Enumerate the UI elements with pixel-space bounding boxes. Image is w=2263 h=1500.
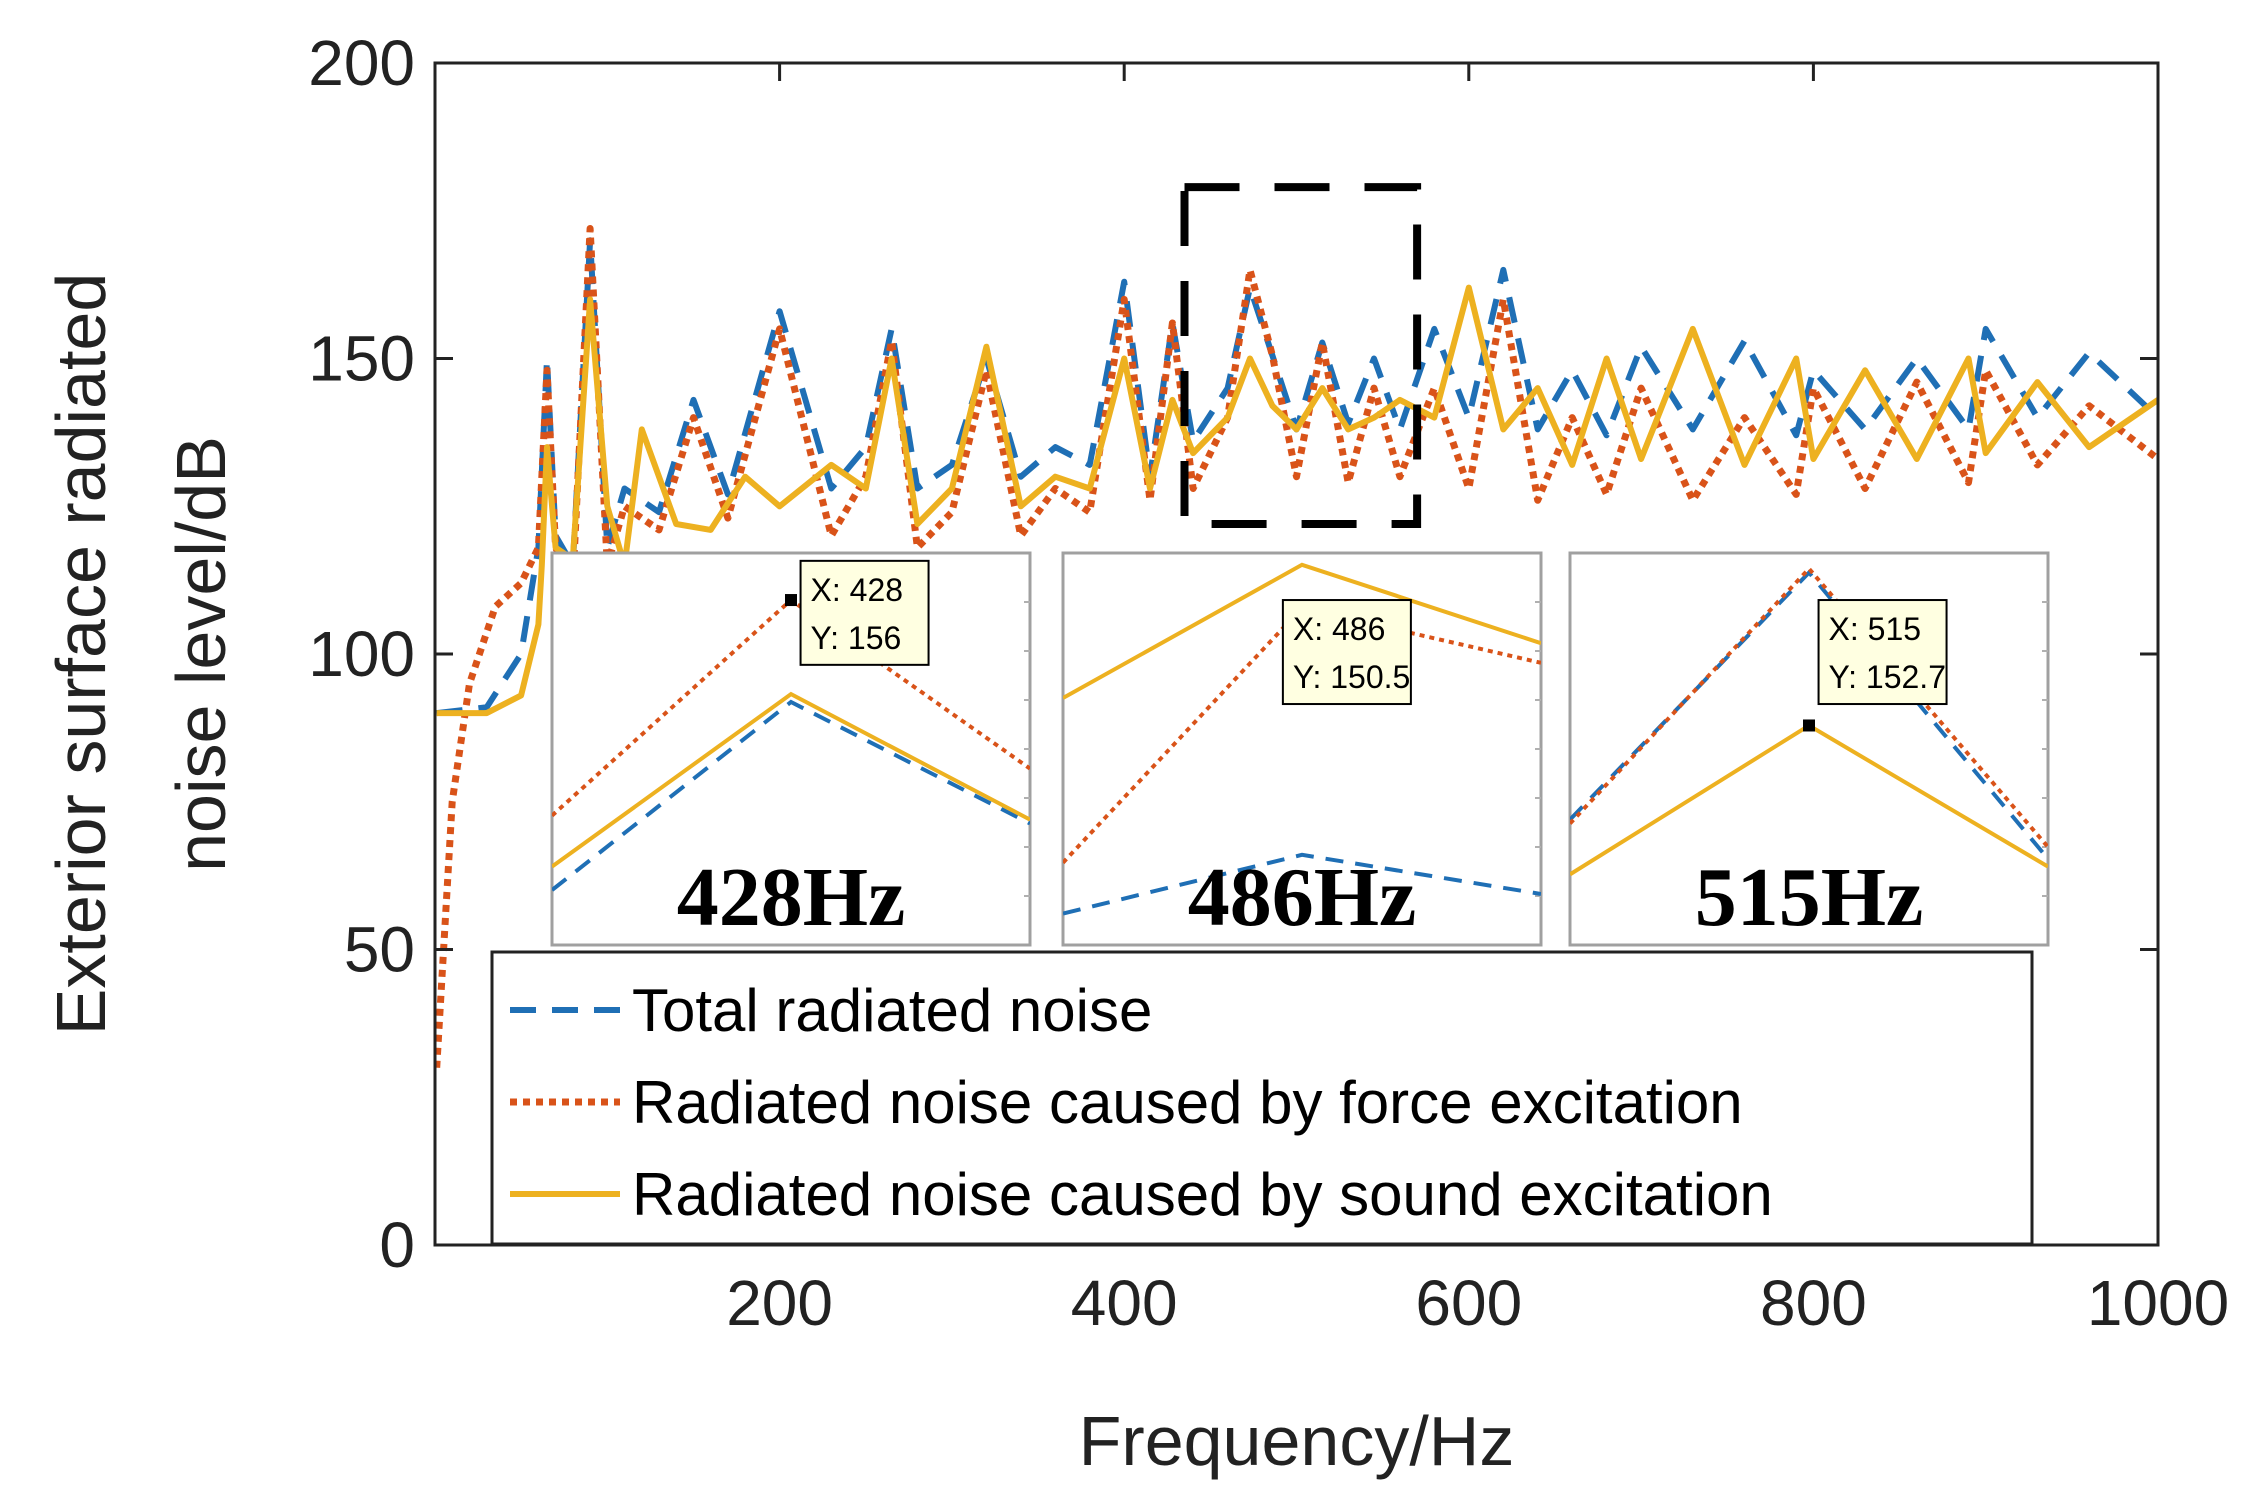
inset-series-total	[1570, 569, 2048, 861]
y-tick-label: 150	[308, 323, 415, 395]
legend-label-3: Radiated noise caused by sound excitatio…	[632, 1161, 1773, 1228]
highlight-box	[1180, 183, 1422, 528]
x-tick-label: 200	[726, 1267, 833, 1339]
insets-layer: X: 428 Y: 156 428Hz X: 486 Y: 150.5 486Hz X: 5…	[550, 551, 2050, 947]
inset-series-sound	[1063, 562, 1541, 700]
datatip-box	[1281, 599, 1412, 706]
datatip-marker	[1803, 719, 1815, 732]
series-line-3	[436, 284, 2158, 717]
y-axis-title-line: Exterior surface radiated	[42, 273, 120, 1036]
inset-frequency-label: 515Hz	[1695, 851, 1924, 944]
datatip-y: Y: 150.5	[1293, 659, 1410, 695]
datatip-x: X: 428	[811, 572, 904, 608]
y-axis-title-line: noise level/dB	[162, 436, 240, 872]
x-tick-label: 600	[1415, 1267, 1522, 1339]
inset-series-sound	[552, 691, 1030, 869]
series-line-1	[436, 237, 2158, 717]
datatip-box	[1817, 599, 1948, 706]
datatip-x: X: 486	[1293, 611, 1386, 647]
series-layer	[435, 225, 2158, 1068]
legend-box	[490, 950, 2034, 1246]
datatip-y: Y: 152.7	[1829, 659, 1946, 695]
y-axis-title: Exterior surface radiated noise level/dB	[42, 273, 240, 1036]
highlight-box-layer	[1180, 183, 1422, 528]
series-line-2	[435, 225, 2158, 1068]
inset-2: X: 486 Y: 150.5 486Hz	[1061, 551, 1543, 947]
inset-frame	[550, 551, 1032, 947]
inset-1: X: 428 Y: 156 428Hz	[550, 551, 1032, 947]
inset-series-total	[552, 699, 1030, 892]
datatip-x: X: 515	[1829, 611, 1922, 647]
y-tick-label: 100	[308, 618, 415, 690]
inset-frame	[1568, 551, 2050, 947]
legend-label-2: Radiated noise caused by force excitatio…	[632, 1069, 1743, 1136]
datatip-box	[799, 559, 930, 666]
y-tick-label: 50	[344, 914, 415, 986]
datatip-marker	[785, 594, 797, 607]
axes-layer: 200 400 600 800 1000 0 50 100 150 200 Frequency/Hz…	[42, 27, 2229, 1480]
x-tick-label: 400	[1071, 1267, 1178, 1339]
y-tick-label: 200	[308, 27, 415, 99]
datatip-y: Y: 156	[811, 620, 902, 656]
x-tick-label: 1000	[2087, 1267, 2229, 1339]
inset-series-force	[1063, 605, 1541, 865]
inset-frequency-label: 428Hz	[677, 851, 906, 944]
inset-series-force	[1570, 565, 2048, 849]
y-tick-label: 0	[379, 1209, 415, 1281]
x-axis-title: Frequency/Hz	[1079, 1402, 1515, 1480]
x-tick-label: 800	[1760, 1267, 1867, 1339]
legend-layer: Total radiated noise Radiated noise cause…	[490, 950, 2034, 1246]
legend-label-1: Total radiated noise	[632, 977, 1152, 1044]
inset-series-total	[1063, 852, 1541, 916]
inset-frequency-label: 486Hz	[1188, 851, 1417, 944]
inset-3: X: 515 Y: 152.7 515Hz	[1568, 551, 2050, 947]
